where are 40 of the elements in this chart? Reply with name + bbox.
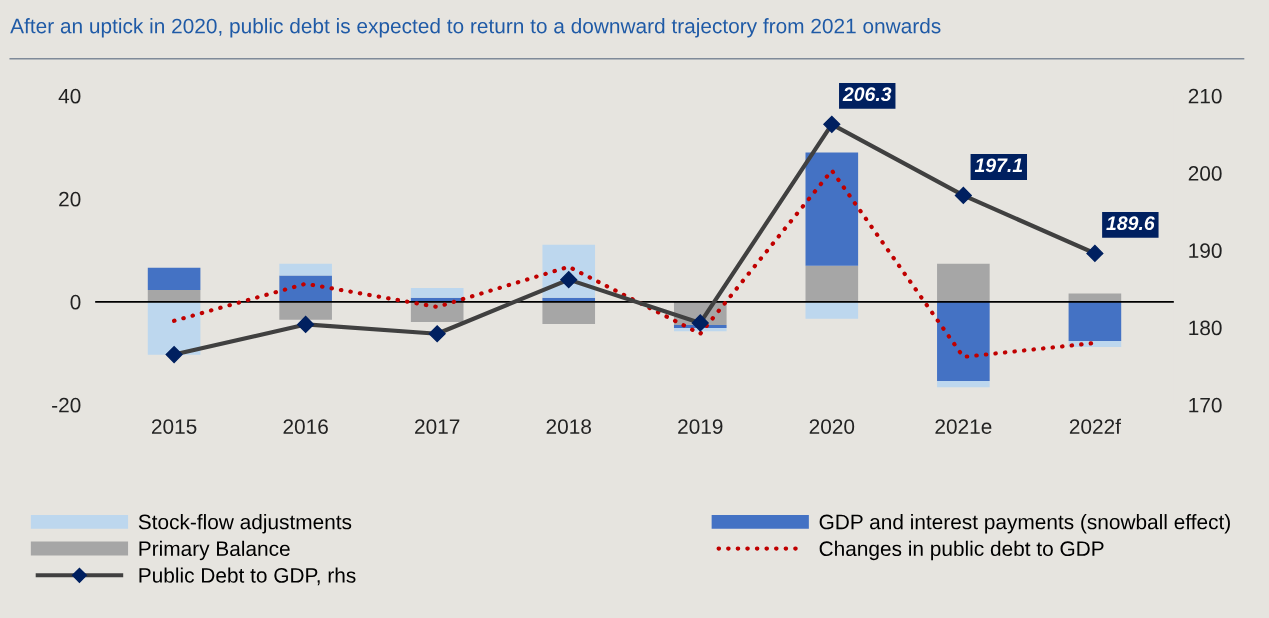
y2-tick-label: 190 <box>1189 243 1222 259</box>
y2-tick-label: 180 <box>1189 320 1222 336</box>
bar <box>147 267 201 290</box>
bar <box>1068 301 1122 341</box>
bar <box>805 152 859 266</box>
legend-label: Changes in public debt to GDP <box>819 540 1104 561</box>
x-tick-label: 2020 <box>809 419 855 434</box>
bar <box>410 287 464 298</box>
x-tick-label: 2017 <box>415 419 460 434</box>
legend-label: Stock-flow adjustments <box>138 514 352 534</box>
data-label: 197.1 <box>974 158 1023 173</box>
bar <box>937 301 990 382</box>
bar <box>937 381 990 388</box>
x-tick-label: 2016 <box>283 419 328 434</box>
y-tick-label: 0 <box>70 294 81 310</box>
legend-label: GDP and interest payments (snowball effect) <box>819 514 1230 534</box>
y2-tick-label: 210 <box>1188 88 1222 104</box>
y2-tick-label: 170 <box>1189 397 1222 413</box>
bar <box>147 289 201 302</box>
legend-label: Primary Balance <box>139 540 290 561</box>
x-tick-label: 2022f <box>1069 418 1121 434</box>
data-label: 206.3 <box>842 87 892 102</box>
y-tick-label: -20 <box>52 397 81 413</box>
bar <box>805 265 859 302</box>
bar <box>279 301 332 320</box>
y-tick-label: 40 <box>58 88 81 104</box>
bar <box>279 275 332 302</box>
x-tick-label: 2019 <box>678 419 723 434</box>
bar <box>279 263 332 276</box>
bar <box>542 301 596 324</box>
chart-title: After an uptick in 2020, public debt is expected to return to a downward trajectory from 2021 onwards <box>10 18 941 38</box>
data-label: 189.6 <box>1106 216 1155 231</box>
bar <box>805 301 859 319</box>
y2-tick-label: 200 <box>1188 166 1222 181</box>
x-tick-label: 2021e <box>935 419 992 434</box>
y-tick-label: 20 <box>59 191 81 207</box>
x-tick-label: 2018 <box>546 419 591 434</box>
legend-label: Public Debt to GDP, rhs <box>139 567 356 586</box>
x-tick-label: 2015 <box>151 419 197 434</box>
bar <box>937 263 990 302</box>
